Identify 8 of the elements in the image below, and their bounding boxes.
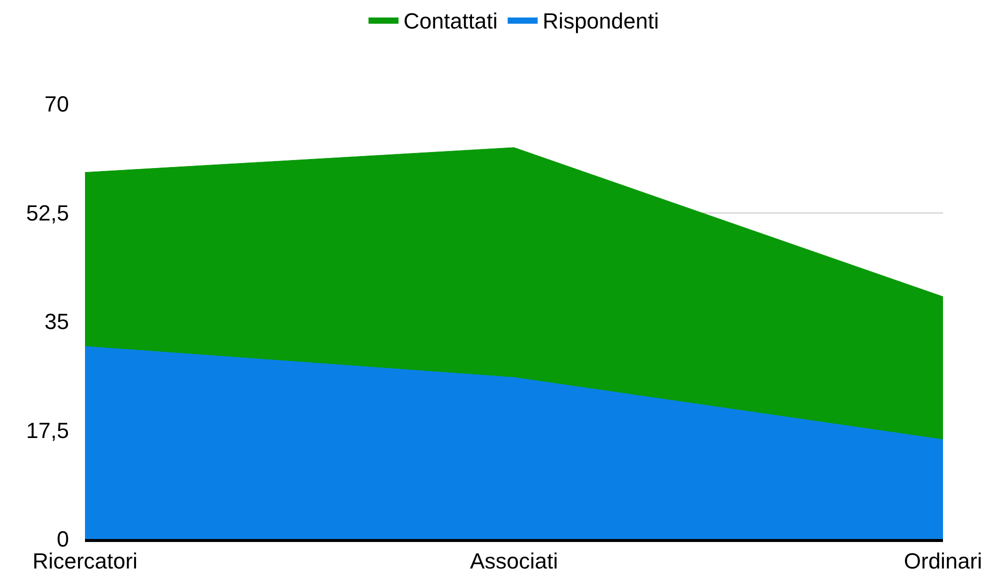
y-tick-label: 17,5 [26,418,69,443]
legend-label: Contattati [404,8,498,34]
y-tick-label: 70 [44,92,69,117]
x-tick-label: Ordinari [904,548,982,574]
y-tick-label: 52,5 [26,200,69,226]
legend-label: Rispondenti [542,8,659,34]
y-tick-label: 35 [44,309,69,334]
x-tick-label: Associati [470,548,558,574]
